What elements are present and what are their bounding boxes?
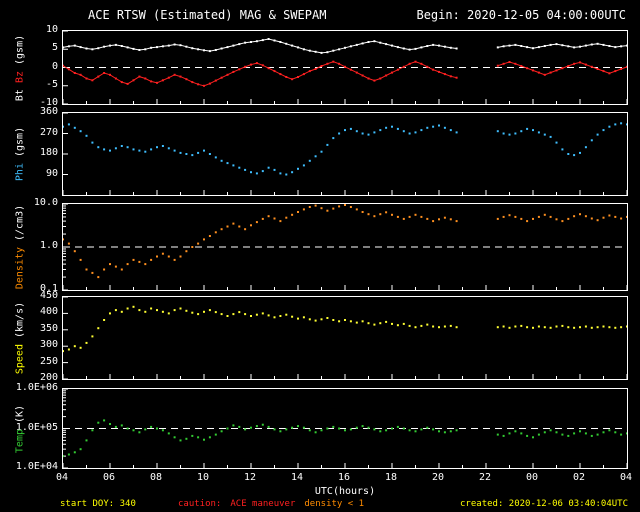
panel-bt-bz bbox=[62, 30, 628, 105]
y-tick-label-speed: 200 bbox=[39, 372, 58, 383]
x-tick-label: 04 bbox=[55, 472, 69, 483]
x-tick-label: 00 bbox=[525, 472, 539, 483]
panel-speed bbox=[62, 296, 628, 380]
panel-bt-bz-canvas bbox=[62, 30, 628, 105]
y-tick-label-density: 1.0 bbox=[39, 240, 58, 251]
y-tick-label-phi: 90 bbox=[45, 167, 58, 179]
x-tick-label: 12 bbox=[243, 472, 257, 483]
x-tick-label: 08 bbox=[149, 472, 163, 483]
y-axis-label-part: Bz bbox=[14, 70, 26, 83]
begin-timestamp: Begin: 2020-12-05 04:00:00UTC bbox=[416, 8, 626, 22]
y-axis-label-part: (K) bbox=[14, 404, 26, 429]
y-axis-label-part: (km/s) bbox=[14, 301, 26, 345]
y-axis-label-part: (gsm) bbox=[14, 34, 26, 71]
y-tick-label-density: 0.1 bbox=[39, 283, 58, 294]
panel-temp bbox=[62, 388, 628, 469]
y-axis-label-temp: Temp (K) bbox=[15, 404, 26, 452]
panel-density bbox=[62, 203, 628, 291]
y-axis-label-part: Bt bbox=[14, 82, 26, 101]
x-tick-label: 10 bbox=[196, 472, 210, 483]
footer-caution: caution: ACE maneuver density < 1 bbox=[178, 499, 373, 509]
caution-density: density < 1 bbox=[304, 499, 364, 509]
y-axis-label-bt-bz: Bt Bz (gsm) bbox=[15, 34, 26, 100]
y-axis-label-phi: Phi (gsm) bbox=[15, 127, 26, 181]
x-axis-label: UTC(hours) bbox=[314, 486, 376, 497]
x-tick-label: 20 bbox=[431, 472, 445, 483]
x-tick-label: 02 bbox=[572, 472, 586, 483]
panel-temp-canvas bbox=[62, 388, 628, 469]
panel-density-canvas bbox=[62, 203, 628, 291]
panel-speed-canvas bbox=[62, 296, 628, 380]
panel-phi bbox=[62, 112, 628, 196]
y-axis-label-part: (gsm) bbox=[14, 126, 26, 164]
x-tick-label: 16 bbox=[337, 472, 351, 483]
x-tick-label: 06 bbox=[102, 472, 116, 483]
y-axis-label-part: Density bbox=[14, 247, 26, 290]
y-axis-label-speed: Speed (km/s) bbox=[15, 302, 26, 374]
plot-title: ACE RTSW (Estimated) MAG & SWEPAM bbox=[88, 8, 327, 22]
x-tick-label: 22 bbox=[478, 472, 492, 483]
y-axis-label-part: Temp bbox=[14, 428, 26, 453]
y-tick-label-bt-bz: 5 bbox=[51, 42, 58, 54]
x-tick-label: 18 bbox=[384, 472, 398, 483]
panel-phi-canvas bbox=[62, 112, 628, 195]
y-tick-label-speed: 450 bbox=[39, 290, 58, 301]
y-tick-label-bt-bz: -5 bbox=[45, 78, 58, 90]
y-tick-label-phi: 270 bbox=[39, 126, 58, 138]
y-tick-label-bt-bz: 0 bbox=[51, 60, 58, 72]
caution-text: ACE maneuver bbox=[230, 499, 296, 509]
y-axis-label-part: Speed bbox=[14, 344, 26, 375]
y-tick-label-speed: 350 bbox=[39, 322, 58, 334]
y-tick-label-temp: 1.0E+04 bbox=[15, 461, 58, 472]
x-tick-label: 14 bbox=[290, 472, 304, 483]
x-tick-label: 04 bbox=[619, 472, 633, 483]
y-tick-label-speed: 300 bbox=[39, 339, 58, 351]
y-axis-label-part: Phi bbox=[14, 163, 26, 182]
y-tick-label-speed: 250 bbox=[39, 355, 58, 367]
footer-created-timestamp: created: 2020-12-06 03:40:04UTC bbox=[460, 499, 628, 509]
y-tick-label-phi: 180 bbox=[39, 147, 58, 158]
y-tick-label-bt-bz: 10 bbox=[45, 24, 58, 35]
footer-start-doy: start DOY: 340 bbox=[60, 499, 136, 509]
y-axis-label-part: (/cm3) bbox=[14, 204, 26, 247]
caution-label: caution: bbox=[178, 499, 222, 509]
y-tick-label-temp: 1.0E+06 bbox=[15, 382, 58, 393]
y-tick-label-bt-bz: -10 bbox=[39, 97, 58, 108]
y-tick-label-temp: 1.0E+05 bbox=[15, 421, 58, 433]
y-tick-label-phi: 360 bbox=[39, 106, 58, 117]
y-tick-label-speed: 400 bbox=[39, 306, 58, 318]
y-tick-label-density: 10.0 bbox=[33, 197, 58, 208]
y-axis-label-density: Density (/cm3) bbox=[15, 205, 26, 289]
